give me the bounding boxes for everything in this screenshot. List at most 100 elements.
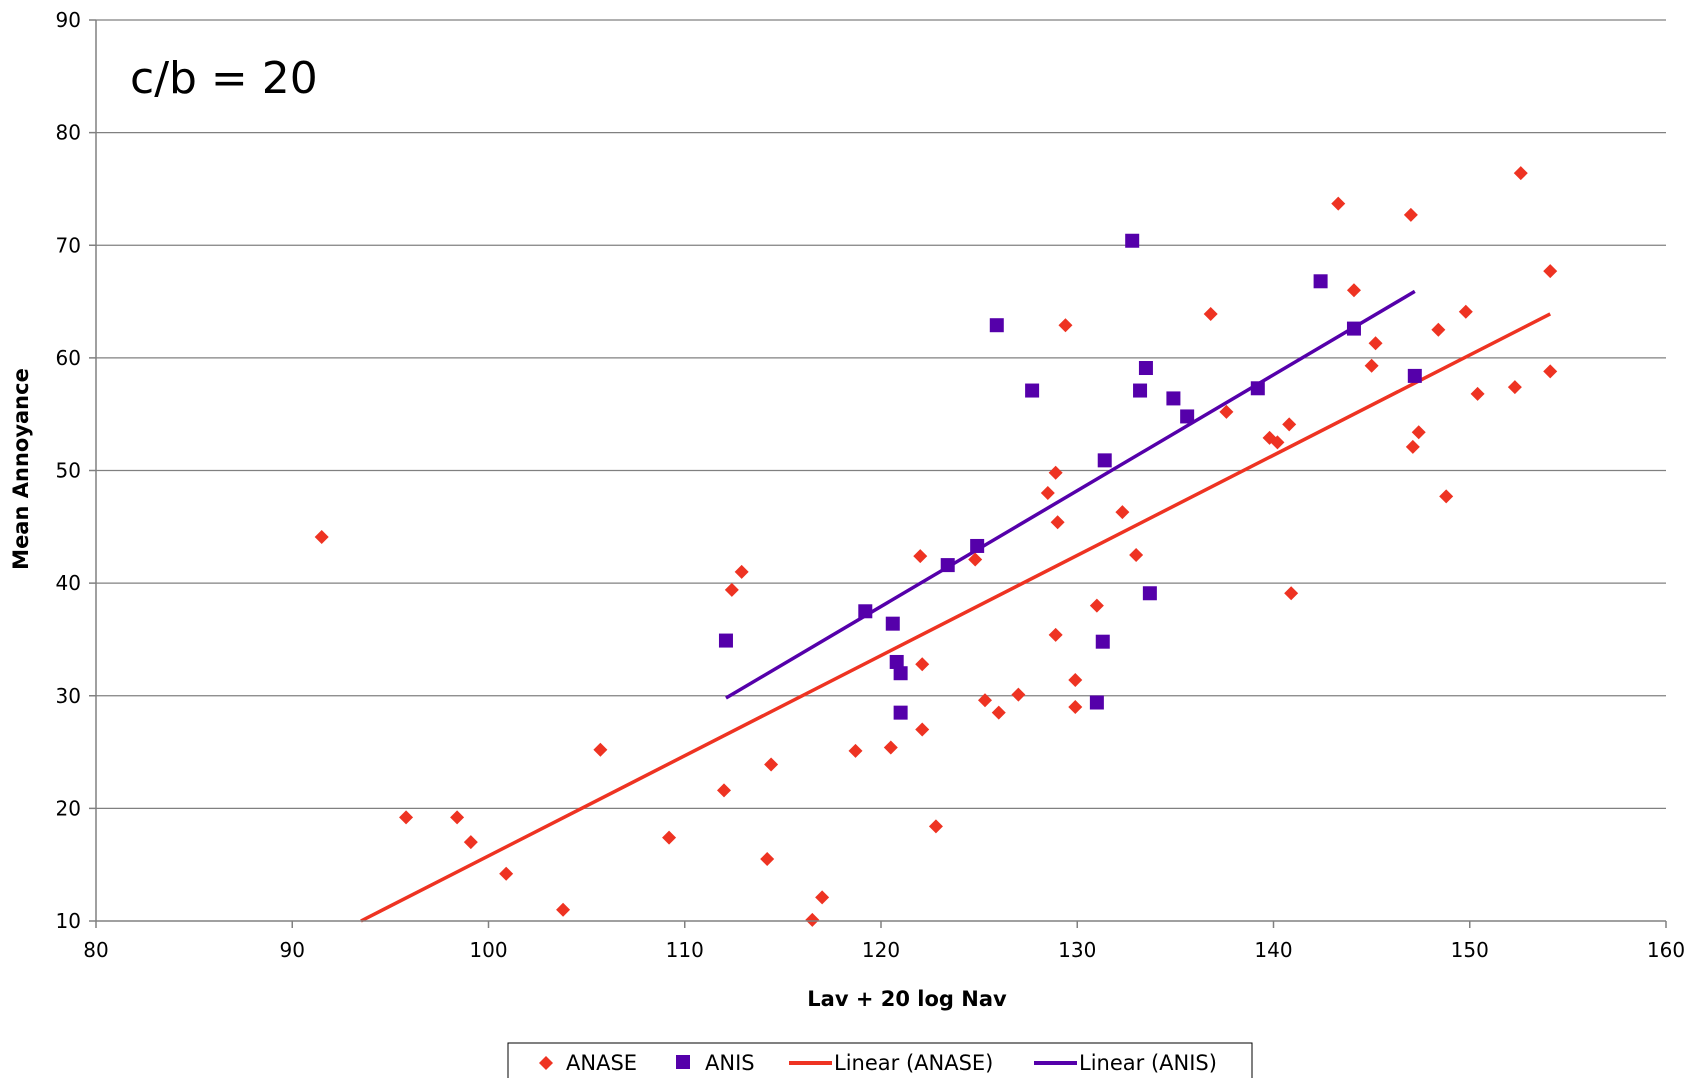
point-anase-5	[556, 902, 571, 917]
point-anase-52	[1507, 380, 1522, 395]
legend-label-anis: ANIS	[705, 1051, 755, 1075]
legend-label-anase: ANASE	[566, 1051, 637, 1075]
point-anase-36	[1219, 404, 1234, 419]
x-axis-title: Lav + 20 log Nav	[807, 987, 1007, 1011]
point-anis-2	[885, 616, 900, 631]
point-anase-44	[1368, 336, 1383, 351]
y-axis-title: Mean Annoyance	[9, 368, 33, 570]
point-anase-53	[1513, 166, 1528, 181]
y-tick-label-70: 70	[56, 233, 81, 257]
point-anase-17	[913, 549, 928, 564]
point-anase-12	[764, 757, 779, 772]
x-tick-label-160: 160	[1647, 938, 1685, 962]
x-tick-label-80: 80	[83, 938, 108, 962]
point-anase-22	[978, 693, 993, 708]
point-anis-3	[889, 654, 904, 669]
x-tick-label-90: 90	[280, 938, 305, 962]
point-anase-29	[1058, 318, 1073, 333]
point-anis-10	[1089, 695, 1104, 710]
y-tick-label-10: 10	[56, 909, 81, 933]
y-tick-label-30: 30	[56, 684, 81, 708]
point-anase-2	[450, 810, 465, 825]
x-tick-label-110: 110	[666, 938, 704, 962]
point-anase-14	[815, 890, 830, 905]
point-anis-18	[1180, 409, 1195, 424]
point-anis-19	[1250, 381, 1265, 396]
point-anase-34	[1129, 547, 1144, 562]
x-tick-label-120: 120	[862, 938, 900, 962]
point-anase-38	[1270, 435, 1285, 450]
point-anis-14	[1133, 383, 1148, 398]
point-anis-0	[718, 633, 733, 648]
point-anase-48	[1431, 322, 1446, 337]
y-tick-labels: 10 20 30 40 50 60 70 80 90	[56, 8, 81, 933]
point-anase-50	[1458, 304, 1473, 319]
point-anis-4	[893, 666, 908, 681]
y-tick-label-50: 50	[56, 459, 81, 483]
point-anase-35	[1203, 306, 1218, 321]
point-anase-31	[1068, 700, 1083, 715]
legend-marker-anis	[676, 1055, 690, 1069]
point-anase-21	[968, 552, 983, 567]
point-anis-17	[1166, 391, 1181, 406]
point-anis-7	[970, 538, 985, 553]
point-anase-55	[1543, 364, 1558, 379]
x-tick-label-100: 100	[469, 938, 507, 962]
point-anase-39	[1282, 417, 1297, 432]
point-anase-15	[848, 743, 863, 758]
point-anase-49	[1439, 489, 1454, 504]
point-anis-5	[893, 705, 908, 720]
point-anis-16	[1142, 586, 1157, 601]
point-anis-12	[1097, 453, 1112, 468]
y-tick-label-20: 20	[56, 796, 81, 820]
point-anase-9	[724, 582, 739, 597]
x-tick-label-150: 150	[1451, 938, 1489, 962]
trendline-linear-anase	[360, 312, 1552, 923]
point-anase-1	[399, 810, 414, 825]
trendline-linear-anis	[725, 289, 1416, 700]
point-anase-25	[1040, 486, 1055, 501]
point-anase-7	[662, 830, 677, 845]
point-anis-11	[1095, 634, 1110, 649]
point-anase-51	[1470, 386, 1485, 401]
point-anase-33	[1115, 505, 1130, 520]
point-anis-22	[1407, 368, 1422, 383]
point-anis-13	[1125, 233, 1140, 248]
horizontal-gridlines	[96, 19, 1666, 809]
legend-label-linear-anase: Linear (ANASE)	[834, 1051, 993, 1075]
y-tick-label-90: 90	[56, 8, 81, 32]
point-anase-24	[1011, 687, 1026, 702]
trendlines	[360, 289, 1552, 923]
legend-box	[507, 1042, 1253, 1078]
point-anis-6	[940, 558, 955, 573]
point-anase-45	[1403, 207, 1418, 222]
point-anase-46	[1405, 439, 1420, 454]
point-anase-13	[805, 912, 820, 927]
point-anase-6	[593, 742, 608, 757]
point-anis-1	[858, 604, 873, 619]
point-anase-11	[760, 852, 775, 867]
point-anase-41	[1331, 196, 1346, 211]
point-anase-10	[734, 564, 749, 579]
point-anis-21	[1346, 321, 1361, 336]
point-anis-20	[1313, 274, 1328, 289]
point-anase-42	[1346, 283, 1361, 298]
point-anase-26	[1048, 465, 1063, 480]
point-anase-28	[1050, 515, 1065, 530]
point-anase-23	[991, 705, 1006, 720]
point-anase-16	[883, 740, 898, 755]
axes	[89, 19, 1667, 928]
x-tick-labels: 80 90 100 110 120 130 140 150 160	[83, 938, 1685, 962]
point-anase-54	[1543, 264, 1558, 279]
point-anase-8	[717, 783, 731, 798]
y-tick-label-60: 60	[56, 346, 81, 370]
point-anase-47	[1411, 425, 1426, 440]
legend-label-linear-anis: Linear (ANIS)	[1079, 1051, 1217, 1075]
point-anase-20	[928, 819, 943, 834]
legend: ANASE ANIS Linear (ANASE) Linear (ANIS)	[507, 1042, 1253, 1078]
y-tick-label-80: 80	[56, 121, 81, 145]
point-anase-0	[314, 529, 329, 544]
point-anase-3	[463, 835, 478, 850]
point-anase-32	[1089, 598, 1104, 613]
